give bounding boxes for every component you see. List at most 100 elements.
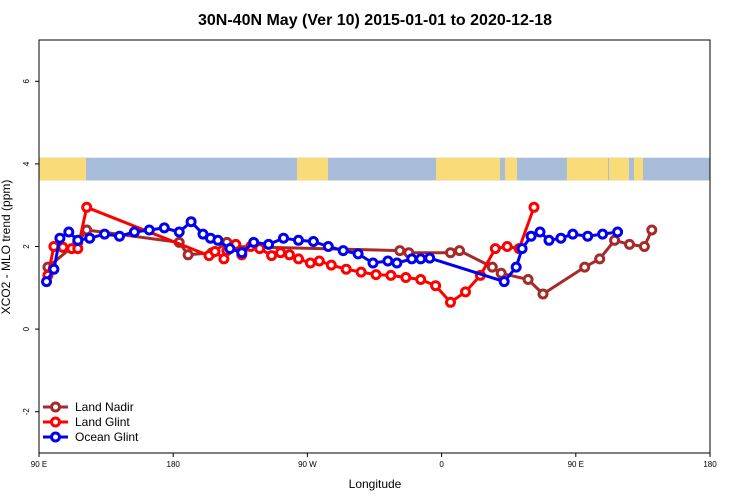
data-point-land-nadir [609,234,621,246]
data-point-land-glint [400,272,412,283]
data-point-land-glint [284,249,295,261]
map-ocean [39,157,710,181]
data-point-ocean-glint [582,230,594,242]
data-point-ocean-glint [263,238,275,250]
data-point-land-nadir [624,238,635,250]
data-point-ocean-glint [567,228,579,240]
data-point-land-glint [81,201,93,213]
data-point-land-nadir [445,247,456,259]
legend: Land Nadir Land Glint Ocean Glint [43,400,139,444]
data-point-land-glint [304,257,316,269]
data-point-ocean-glint [48,263,60,275]
y-tick-label: 6 [22,79,31,84]
data-point-ocean-glint [212,234,224,246]
data-point-ocean-glint [424,252,436,264]
data-point-land-nadir [522,274,534,285]
data-point-land-nadir [537,288,549,300]
series-land-glint [42,201,540,308]
data-point-land-glint [489,243,501,255]
data-point-ocean-glint [185,216,197,228]
data-point-ocean-glint [54,232,66,244]
data-point-ocean-glint [525,230,537,242]
y-tick-label: -2 [22,408,31,416]
map-land-segment [297,157,328,181]
map-land-segment [473,157,500,181]
data-point-ocean-glint [415,253,427,265]
legend-label-land-glint: Land Glint [75,415,130,429]
y-axis: -2 0 2 4 6 [22,79,39,416]
data-point-land-glint [370,269,382,281]
data-point-land-nadir [638,241,650,252]
data-point-land-glint [266,250,278,262]
data-point-land-glint [218,253,230,265]
data-point-ocean-glint [248,236,260,248]
y-tick-label: 0 [22,326,31,331]
y-tick-label: 2 [22,244,31,249]
data-point-land-glint [293,253,304,265]
data-point-land-glint [313,255,325,267]
data-point-ocean-glint [72,234,84,246]
data-point-land-glint [430,280,442,292]
data-point-land-glint [528,201,540,213]
series-ocean-glint [41,216,624,288]
data-point-ocean-glint [597,228,609,240]
legend-marker-land-nadir [50,401,61,413]
data-point-land-nadir [495,267,507,279]
data-point-ocean-glint [128,226,140,238]
data-point-ocean-glint [143,224,155,236]
data-point-ocean-glint [322,241,334,252]
x-tick-label: 90 W [298,460,317,469]
map-land-segment [39,157,86,181]
data-point-ocean-glint [516,243,528,255]
data-point-land-nadir [486,261,498,273]
data-point-land-nadir [182,249,194,261]
data-point-land-glint [445,296,456,308]
data-point-land-nadir [394,245,406,257]
x-tick-label: 90 E [31,460,47,469]
data-point-land-nadir [579,261,591,273]
data-point-ocean-glint [534,226,546,238]
data-point-ocean-glint [367,257,379,269]
data-point-land-glint [275,247,287,259]
data-point-ocean-glint [391,257,403,269]
data-point-land-glint [501,241,513,252]
x-tick-label: 180 [703,460,717,469]
y-tick-label: 4 [22,161,31,166]
x-tick-label: 0 [439,460,444,469]
legend-label-ocean-glint: Ocean Glint [75,430,139,444]
map-land-segment [505,157,517,181]
data-point-ocean-glint [382,255,394,267]
legend-marker-ocean-glint [50,431,61,443]
data-point-ocean-glint [406,253,418,265]
x-axis: 90 E 180 90 W 0 90 E 180 [31,453,717,469]
map-land-segment [436,157,473,181]
data-point-land-nadir [646,224,658,236]
data-point-land-glint [325,259,337,271]
data-point-ocean-glint [63,226,75,238]
data-point-land-nadir [594,253,606,265]
data-point-ocean-glint [498,276,510,288]
data-point-ocean-glint [278,232,289,244]
data-point-ocean-glint [510,261,522,273]
data-point-ocean-glint [352,248,364,260]
x-tick-label: 180 [167,460,181,469]
x-tick-label: 90 E [568,460,584,469]
map-land-segment [609,157,629,181]
world-map-strip [39,157,710,181]
chart-title: 30N-40N May (Ver 10) 2015-01-01 to 2020-… [198,12,552,29]
map-land-segment [567,157,608,181]
data-point-land-glint [385,269,397,281]
data-point-ocean-glint [307,236,319,247]
data-point-ocean-glint [158,222,170,234]
data-point-land-nadir [454,245,465,257]
data-point-land-glint [415,274,427,285]
legend-label-land-nadir: Land Nadir [75,400,134,414]
legend-marker-land-glint [50,416,61,428]
data-point-ocean-glint [293,234,304,246]
series-layer [41,201,658,308]
data-point-ocean-glint [224,243,236,255]
data-point-ocean-glint [337,245,349,257]
data-point-land-glint [355,266,367,278]
data-point-ocean-glint [173,226,185,238]
